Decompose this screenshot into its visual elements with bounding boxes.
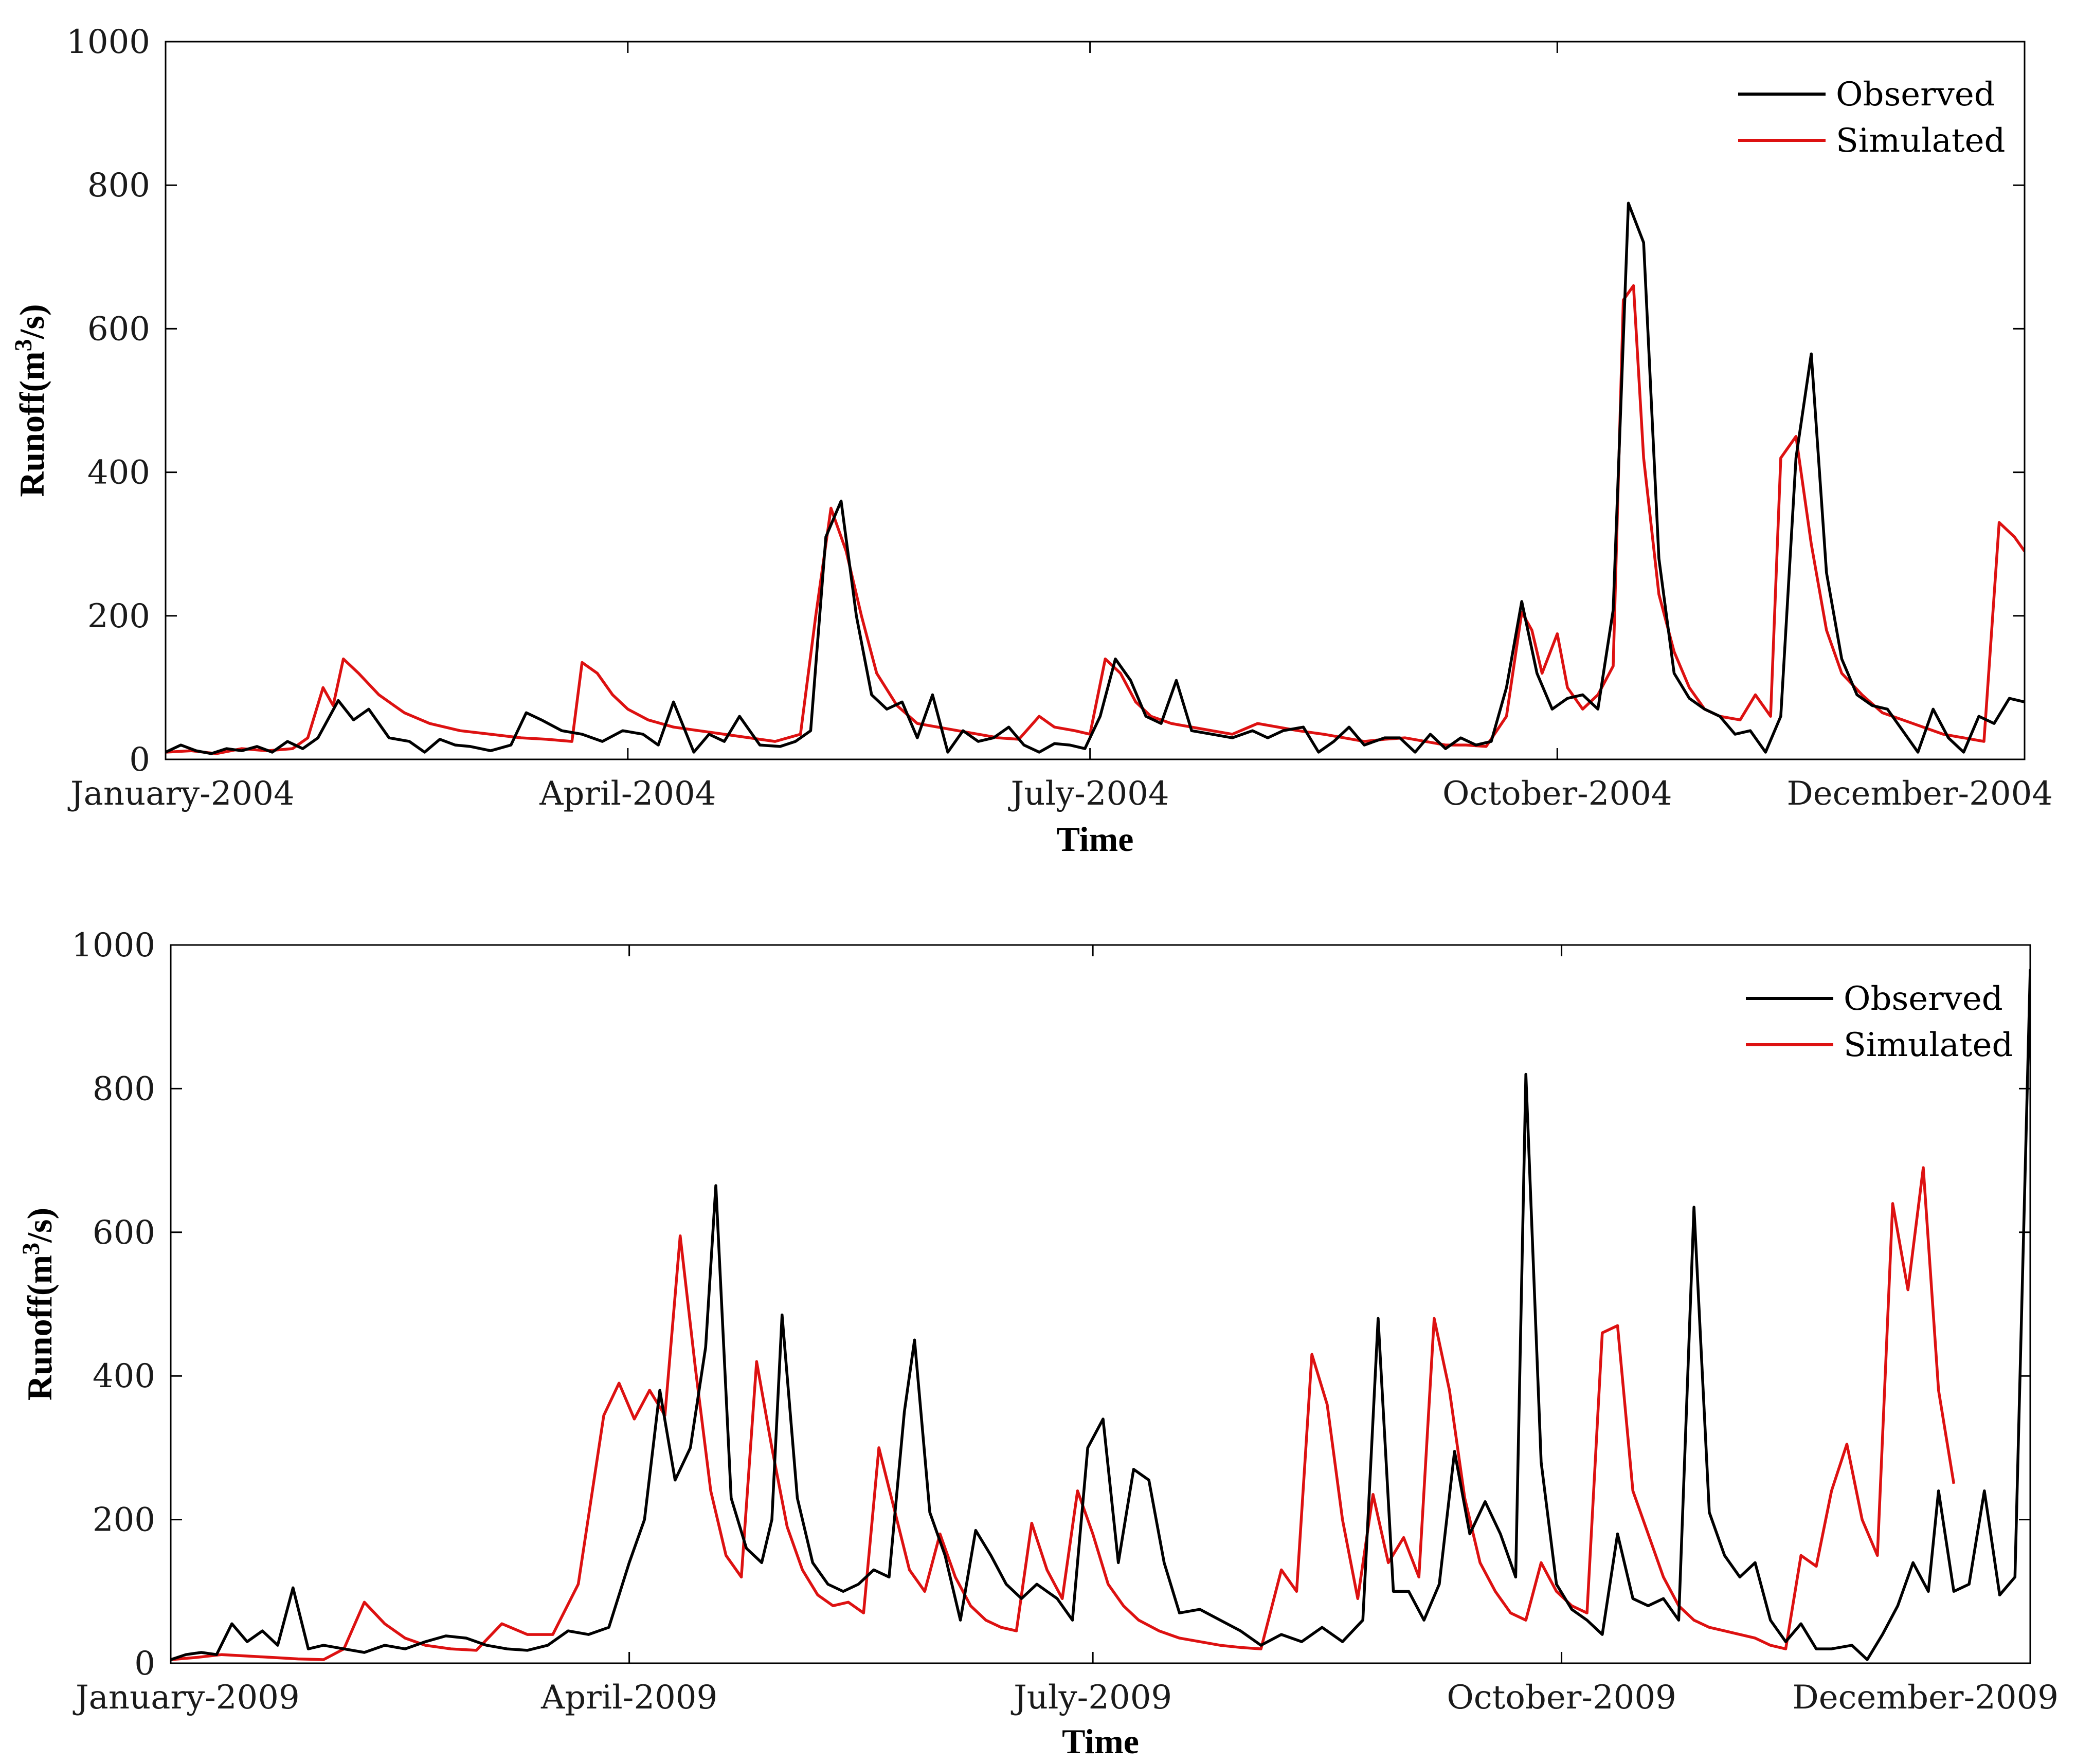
legend-label-simulated: Simulated xyxy=(1836,122,2005,160)
legend-label-observed: Observed xyxy=(1844,980,2003,1018)
x-tick-label: April-2004 xyxy=(539,775,716,813)
y-tick-label: 0 xyxy=(134,1645,155,1683)
series-line-observed xyxy=(171,969,2030,1661)
y-tick-label: 800 xyxy=(93,1070,155,1108)
x-tick-label: January-2004 xyxy=(67,775,295,813)
y-tick-label: 400 xyxy=(87,454,150,492)
legend: Observed Simulated xyxy=(1738,76,2005,160)
legend-label-simulated: Simulated xyxy=(1844,1026,2013,1064)
series-line-observed xyxy=(166,202,2025,755)
y-axis-title: Runoff(m3/s) xyxy=(10,304,51,497)
y-tick-label: 200 xyxy=(87,597,150,635)
plot-frame xyxy=(165,41,2026,760)
x-tick-label: October-2009 xyxy=(1447,1679,1676,1717)
x-tick-label: December-2009 xyxy=(1792,1679,2059,1717)
y-tick-label: 200 xyxy=(93,1501,155,1539)
y-tick-label: 1000 xyxy=(66,23,150,61)
y-tick-label: 800 xyxy=(87,167,150,205)
plot-frame xyxy=(170,944,2031,1664)
x-axis-title: Time xyxy=(1062,1722,1139,1761)
x-tick-label: April-2009 xyxy=(540,1679,717,1717)
legend-label-observed: Observed xyxy=(1836,76,1995,114)
chart-panel-1: 0 200 400 600 800 1000 January-2004 April-2004 J… xyxy=(10,23,2053,859)
x-tick-label: October-2004 xyxy=(1442,775,1672,813)
y-tick-label: 600 xyxy=(87,310,150,348)
y-tick-label: 1000 xyxy=(71,926,155,965)
x-tick-label: December-2004 xyxy=(1786,775,2053,813)
x-tick-label: July-2009 xyxy=(1010,1679,1172,1717)
x-axis-title: Time xyxy=(1057,820,1134,859)
chart-panel-2: 0 200 400 600 800 1000 January-2009 April-2009 J… xyxy=(17,926,2059,1761)
series-line-simulated xyxy=(171,1166,1956,1661)
series-line-simulated xyxy=(166,284,2025,755)
x-tick-label: January-2009 xyxy=(73,1679,300,1717)
y-tick-label: 400 xyxy=(93,1357,155,1395)
y-tick-label: 600 xyxy=(93,1214,155,1252)
x-tick-label: July-2004 xyxy=(1008,775,1169,813)
legend: Observed Simulated xyxy=(1746,980,2013,1064)
y-axis-title: Runoff(m3/s) xyxy=(17,1208,59,1401)
y-tick-label: 0 xyxy=(129,741,150,779)
